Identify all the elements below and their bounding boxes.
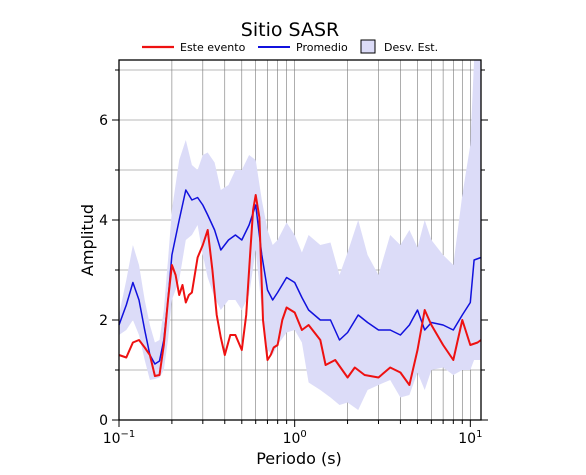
series-line-este-evento (118, 194, 482, 386)
y-axis-ticks: 0 2 4 6 (99, 69, 488, 429)
legend: Este evento Promedio Desv. Est. (142, 39, 438, 54)
x-tick-label: 100 (283, 429, 307, 447)
x-tick-label-base: 10 (458, 431, 476, 447)
x-tick-label: 101 (458, 429, 482, 447)
x-axis-ticks: 10−1 100 101 (103, 420, 482, 447)
legend-label-este-evento: Este evento (180, 41, 246, 54)
legend-swatch-desv-est (360, 39, 376, 54)
y-axis-label: Amplitud (78, 204, 97, 276)
x-tick-label-base: 10 (283, 431, 301, 447)
legend-label-promedio: Promedio (296, 41, 348, 54)
std-dev-band (119, 60, 481, 410)
chart-title: Sitio SASR (241, 19, 339, 41)
y-tick-label: 4 (99, 213, 108, 229)
x-tick-label-base: 10 (103, 431, 121, 447)
series-layer (118, 189, 482, 386)
x-axis-label: Periodo (s) (256, 449, 342, 468)
y-tick-label: 2 (99, 313, 108, 329)
std-dev-band-layer (119, 60, 481, 410)
y-tick-label: 6 (99, 113, 108, 129)
x-tick-label-exponent: 0 (300, 429, 306, 440)
plot-frame (118, 59, 482, 421)
x-tick-label-exponent: −1 (121, 429, 136, 440)
legend-label-desv-est: Desv. Est. (384, 41, 438, 54)
x-tick-label-exponent: 1 (476, 429, 482, 440)
x-tick-label: 10−1 (103, 429, 136, 447)
y-tick-label: 0 (99, 413, 108, 429)
